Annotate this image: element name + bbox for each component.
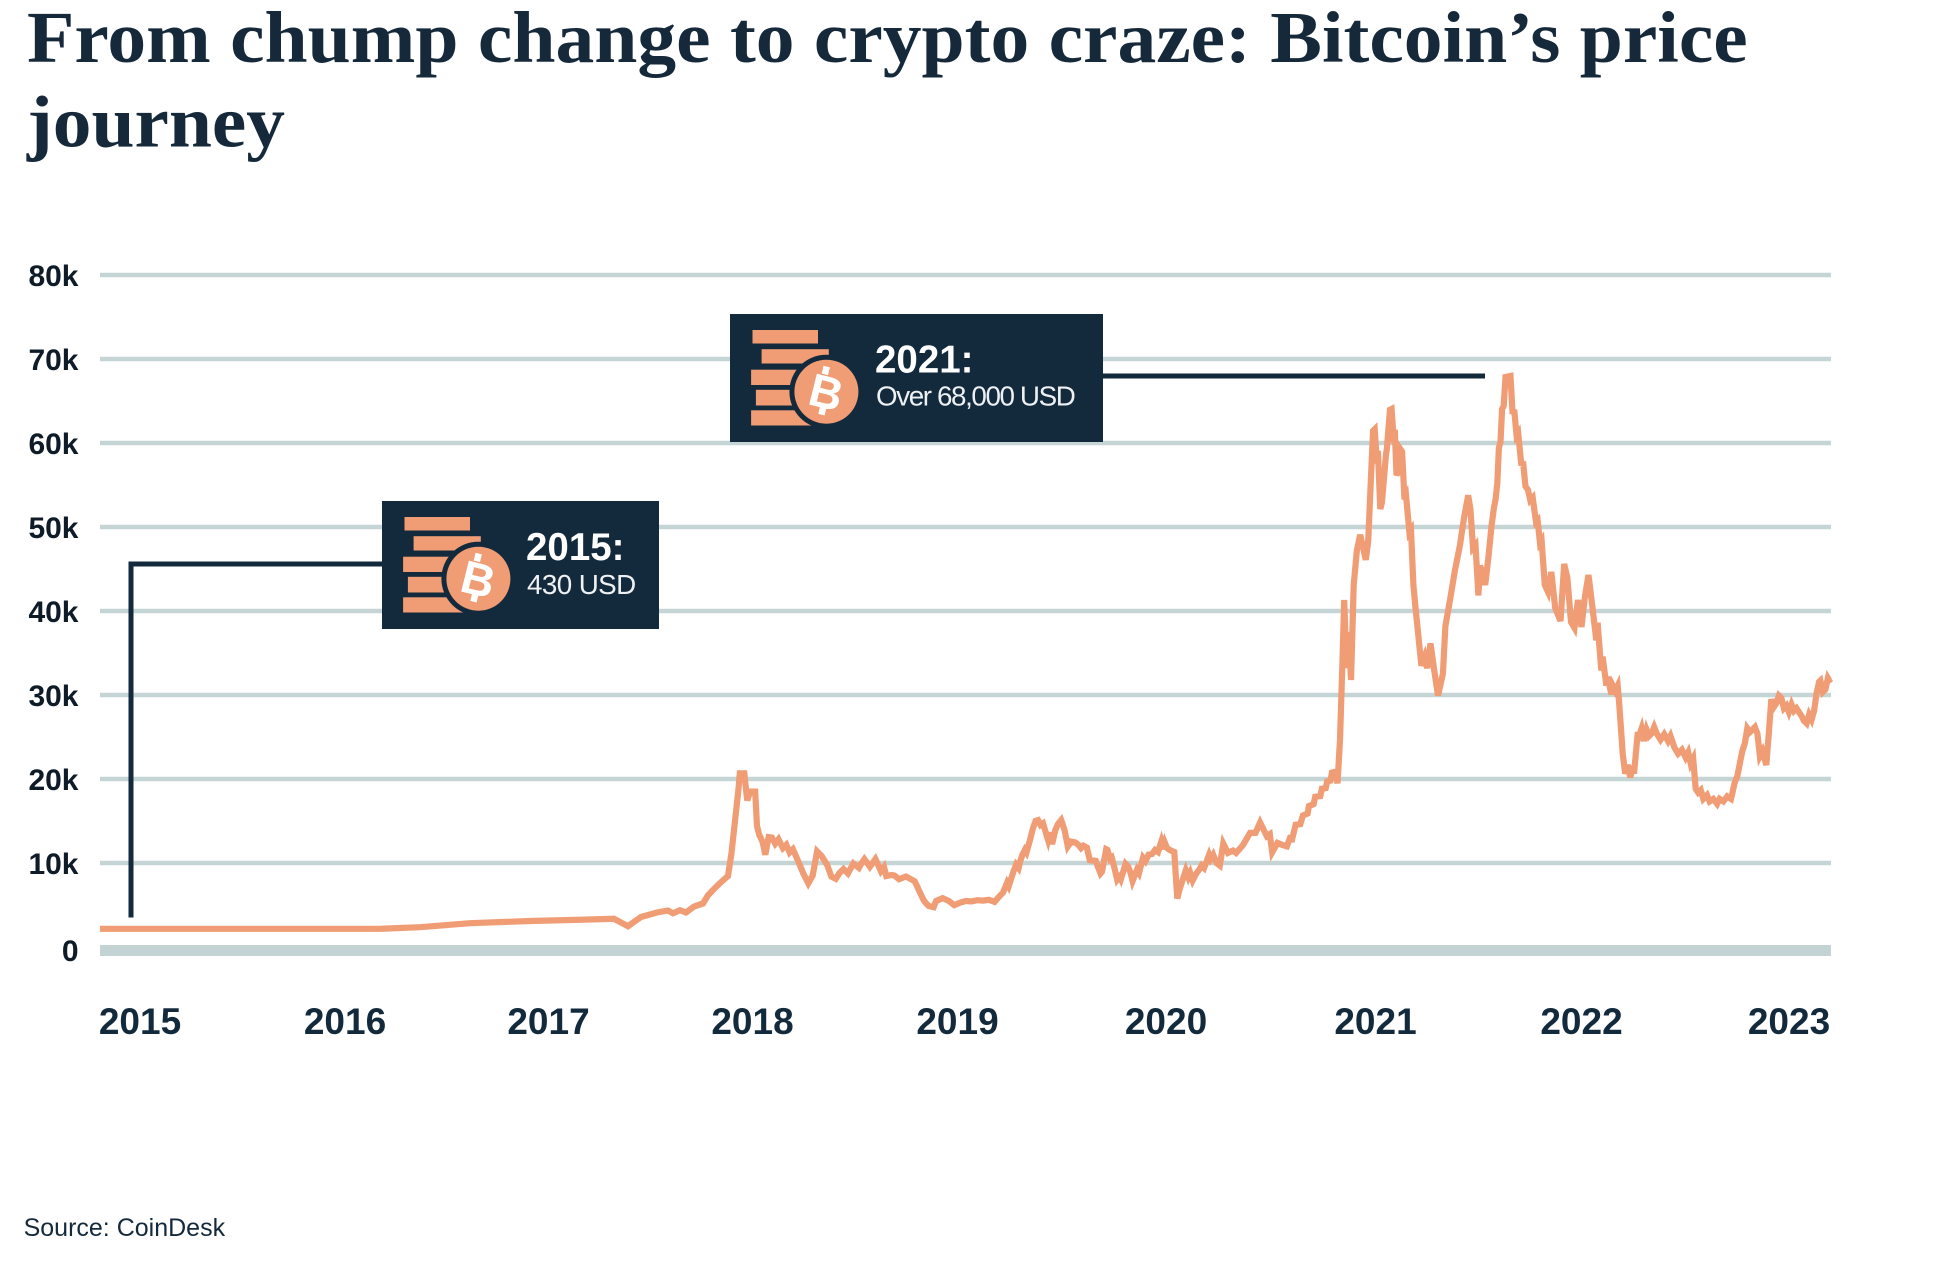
svg-text:Over 68,000 USD: Over 68,000 USD <box>876 381 1075 412</box>
svg-text:70k: 70k <box>28 344 78 377</box>
svg-text:430 USD: 430 USD <box>527 569 636 600</box>
svg-text:journey: journey <box>26 83 285 163</box>
svg-text:50k: 50k <box>28 512 78 545</box>
svg-text:2015:: 2015: <box>526 526 624 569</box>
svg-text:2017: 2017 <box>507 1001 589 1042</box>
svg-text:2018: 2018 <box>711 1001 793 1042</box>
svg-text:2015: 2015 <box>99 1001 181 1042</box>
svg-text:2019: 2019 <box>916 1001 998 1042</box>
svg-text:40k: 40k <box>28 596 78 629</box>
svg-text:0: 0 <box>62 935 79 968</box>
svg-text:10k: 10k <box>28 848 78 881</box>
svg-text:60k: 60k <box>28 428 78 461</box>
svg-text:2023: 2023 <box>1748 1001 1830 1042</box>
svg-text:Source: CoinDesk: Source: CoinDesk <box>24 1214 226 1242</box>
svg-text:80k: 80k <box>28 260 78 293</box>
svg-text:20k: 20k <box>28 764 78 797</box>
svg-text:2016: 2016 <box>304 1001 386 1042</box>
svg-text:30k: 30k <box>28 680 78 713</box>
svg-text:2021: 2021 <box>1334 1001 1416 1042</box>
svg-text:2020: 2020 <box>1125 1001 1207 1042</box>
svg-text:From chump change to crypto cr: From chump change to crypto craze: Bitco… <box>27 0 1748 78</box>
svg-text:2022: 2022 <box>1540 1001 1622 1042</box>
svg-text:2021:: 2021: <box>875 339 973 382</box>
